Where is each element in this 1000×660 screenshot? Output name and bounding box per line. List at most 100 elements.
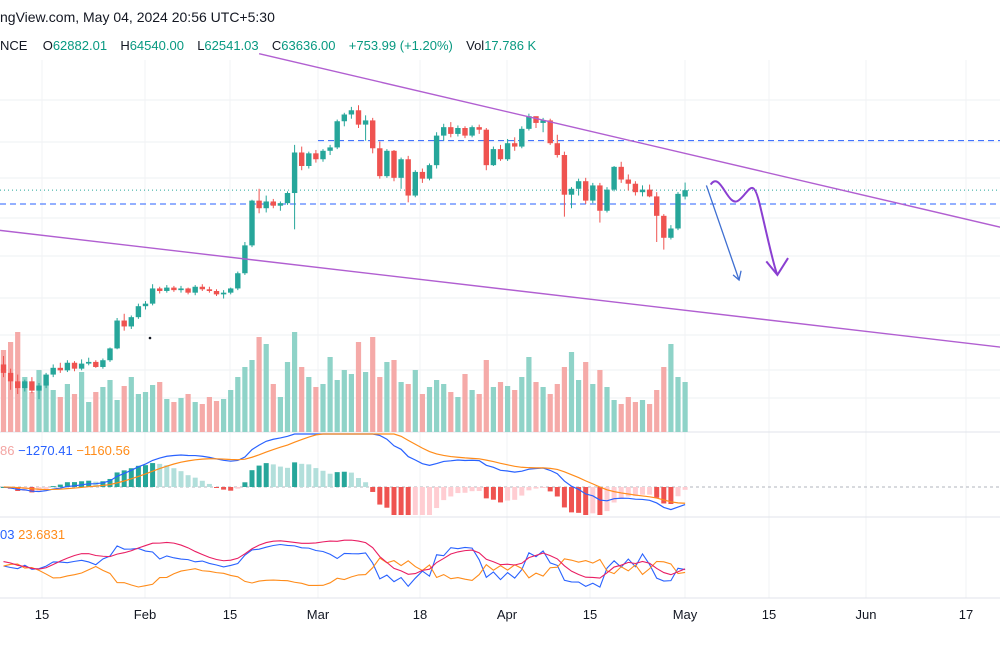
candle-body <box>668 228 674 238</box>
macd-histogram-bar <box>519 487 525 496</box>
candle-body <box>157 288 163 291</box>
volume-bar <box>334 380 340 432</box>
volume-bar <box>206 397 212 432</box>
volume-bar <box>632 402 638 432</box>
candle-body <box>220 292 227 295</box>
candle-body <box>171 287 177 291</box>
volume-bar <box>611 400 617 432</box>
volume-bar <box>114 400 120 432</box>
x-tick-label: 18 <box>413 607 427 622</box>
macd-histogram-bar <box>299 463 305 487</box>
volume-bar <box>199 404 205 432</box>
candle-body <box>611 166 617 190</box>
indicator-a-value: 03 <box>0 527 15 542</box>
macd-histogram-bar <box>434 487 440 509</box>
candle-body <box>22 381 28 389</box>
macd-histogram-bar <box>384 487 390 508</box>
candle-body <box>149 288 156 304</box>
macd-histogram-bar <box>72 482 77 487</box>
volume-bar <box>561 367 567 432</box>
candle-body <box>277 203 284 206</box>
macd-line-value: −1270.41 <box>18 443 73 458</box>
macd-histogram-bar <box>483 487 489 499</box>
macd-histogram-bar <box>348 472 354 487</box>
volume-bar <box>462 374 468 432</box>
macd-histogram-bar <box>292 462 298 487</box>
candle-body <box>462 128 468 136</box>
candle-body <box>206 289 213 291</box>
volume-bar <box>604 387 610 432</box>
candle-body <box>86 361 92 364</box>
volume-bar <box>235 377 241 432</box>
symbol-suffix: NCE <box>0 38 28 53</box>
macd-histogram-bar <box>668 487 674 505</box>
macd-histogram-bar <box>256 465 262 487</box>
x-tick-label: 15 <box>35 607 49 622</box>
candle-body <box>185 288 191 293</box>
volume-bar <box>568 352 575 432</box>
macd-histogram-bar <box>285 467 290 487</box>
candle-body <box>299 152 305 166</box>
x-tick-label: 15 <box>223 607 237 622</box>
volume-bar <box>476 394 482 432</box>
candle-body <box>419 171 426 179</box>
volume-value: 17.786 K <box>484 38 537 53</box>
macd-histogram-bar <box>512 487 518 500</box>
candle-body <box>178 288 184 291</box>
macd-histogram-bar <box>249 470 255 487</box>
candle-body <box>632 183 639 193</box>
macd-histogram-bar <box>654 487 660 498</box>
candle-body <box>263 201 269 209</box>
candle-body <box>57 367 63 371</box>
volume-bar <box>554 384 560 432</box>
candle-body <box>654 196 660 216</box>
volume-bar <box>497 382 504 432</box>
projection-path-purple <box>709 180 779 276</box>
macd-histogram-bar <box>114 472 120 487</box>
macd-histogram-bar <box>157 463 163 487</box>
indicator-line-pink <box>3 539 686 579</box>
candle-body <box>519 128 525 147</box>
close-label: C <box>271 38 282 53</box>
volume-bar <box>50 390 56 432</box>
volume-bar <box>597 370 603 432</box>
volume-bar <box>171 402 177 432</box>
macd-histogram-bar <box>462 487 468 493</box>
macd-histogram-bar <box>43 487 49 490</box>
macd-histogram-bar <box>476 487 482 492</box>
candle-body <box>561 155 568 195</box>
volume-bar <box>370 337 376 432</box>
volume-bar <box>213 401 220 432</box>
candle-body <box>646 189 653 197</box>
volume-label: Vol <box>466 38 485 53</box>
volume-bar <box>57 397 63 432</box>
volume-bar <box>36 370 42 432</box>
macd-histogram-bar <box>370 487 376 492</box>
volume-bar <box>341 370 347 432</box>
volume-bar <box>519 377 525 432</box>
macd-histogram-bar <box>405 487 411 515</box>
candle-body <box>235 273 241 289</box>
macd-histogram-bar <box>22 487 28 491</box>
volume-bar <box>277 397 283 432</box>
volume-bar <box>43 382 49 432</box>
open-value: 62882.01 <box>52 38 108 53</box>
volume-bar <box>512 390 518 432</box>
candle-body <box>142 303 149 307</box>
volume-bar <box>576 380 582 432</box>
candle-body <box>213 290 220 295</box>
candle-body <box>590 185 596 201</box>
volume-bar <box>419 394 425 432</box>
candle-body <box>497 149 504 160</box>
volume-bar <box>526 357 532 432</box>
candle-body <box>441 127 447 136</box>
volume-bar <box>263 344 269 432</box>
candle-body <box>284 193 291 204</box>
macd-histogram-bar <box>490 487 496 500</box>
low-label: L <box>197 38 205 53</box>
volume-bar <box>469 390 475 432</box>
volume-bar <box>79 372 85 432</box>
macd-histogram-bar <box>675 487 681 497</box>
